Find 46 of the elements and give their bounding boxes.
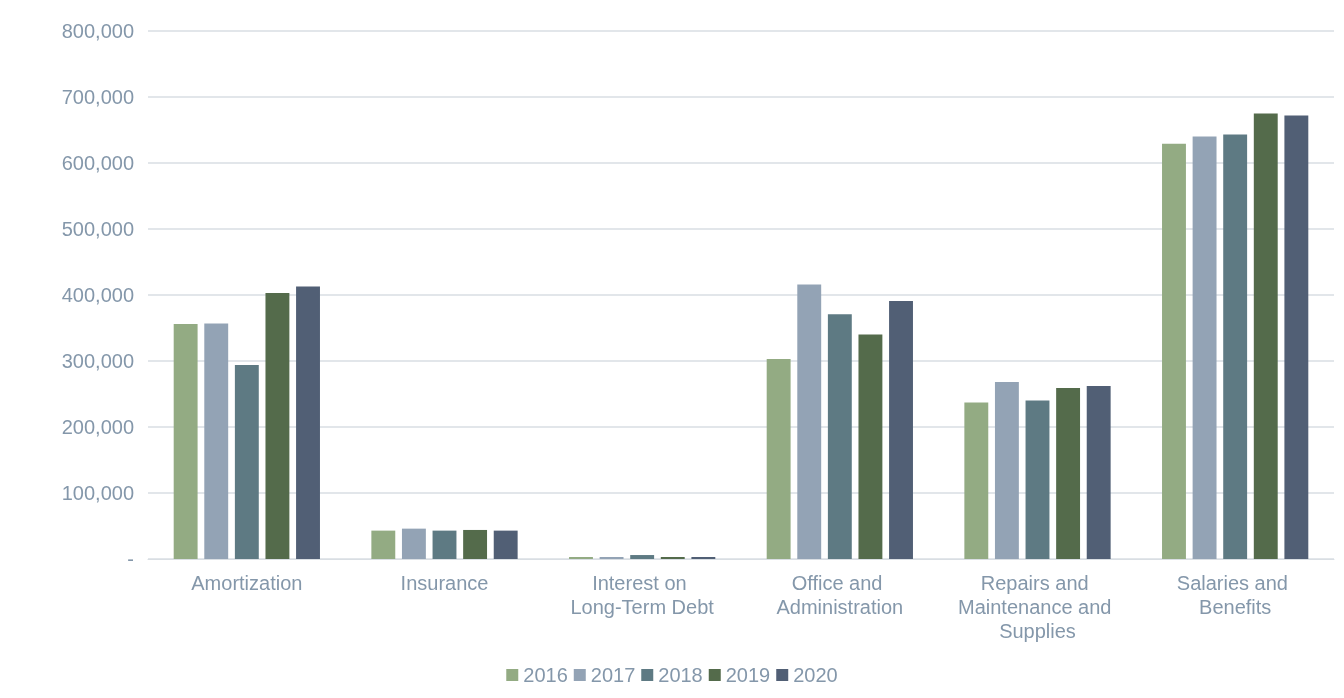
legend-label: 2019 [725,664,771,686]
bar [1223,134,1248,559]
bar [204,323,229,559]
bar [827,314,852,559]
bar [797,284,822,559]
y-tick-label: 800,000 [61,20,134,42]
y-tick-label: 100,000 [61,482,134,504]
x-tick-label: Salaries and Benefits [1176,572,1294,618]
bar [1192,136,1217,559]
bar [1056,388,1081,559]
y-tick-label: 500,000 [61,218,134,240]
bar [858,334,883,559]
bar [463,529,488,559]
x-tick-label: Interest on Long-Term Debt [570,572,715,618]
bar [964,402,989,559]
x-tick-label: Repairs and Maintenance and Supplies [957,572,1118,642]
legend-label: 2020 [793,664,838,686]
y-tick-label: 400,000 [61,284,134,306]
bar [994,382,1019,559]
y-tick-label: - [127,548,134,570]
bar [1253,113,1278,559]
bar [1162,143,1186,559]
bar [401,528,426,559]
bar [234,364,259,559]
x-tick-label: Amortization [191,572,303,594]
bar [173,324,198,559]
bar [1025,400,1050,559]
y-tick-label: 200,000 [61,416,134,438]
y-tick-label: 700,000 [61,86,134,108]
bar [889,300,913,559]
bar [493,530,518,559]
bar [1086,386,1111,559]
legend-label: 2016 [523,664,568,686]
bar [766,359,791,559]
bar [265,293,290,559]
bar [1284,115,1309,559]
bar [296,286,320,559]
x-tick-label: Office and Administration [776,572,904,618]
bar [630,555,655,559]
legend-label: 2017 [590,664,636,686]
y-tick-label: 600,000 [61,152,134,174]
y-tick-label: 300,000 [61,350,134,372]
x-tick-label: Insurance [400,572,489,594]
bar [432,530,457,559]
bar [371,530,396,559]
legend-label: 2018 [658,664,703,686]
